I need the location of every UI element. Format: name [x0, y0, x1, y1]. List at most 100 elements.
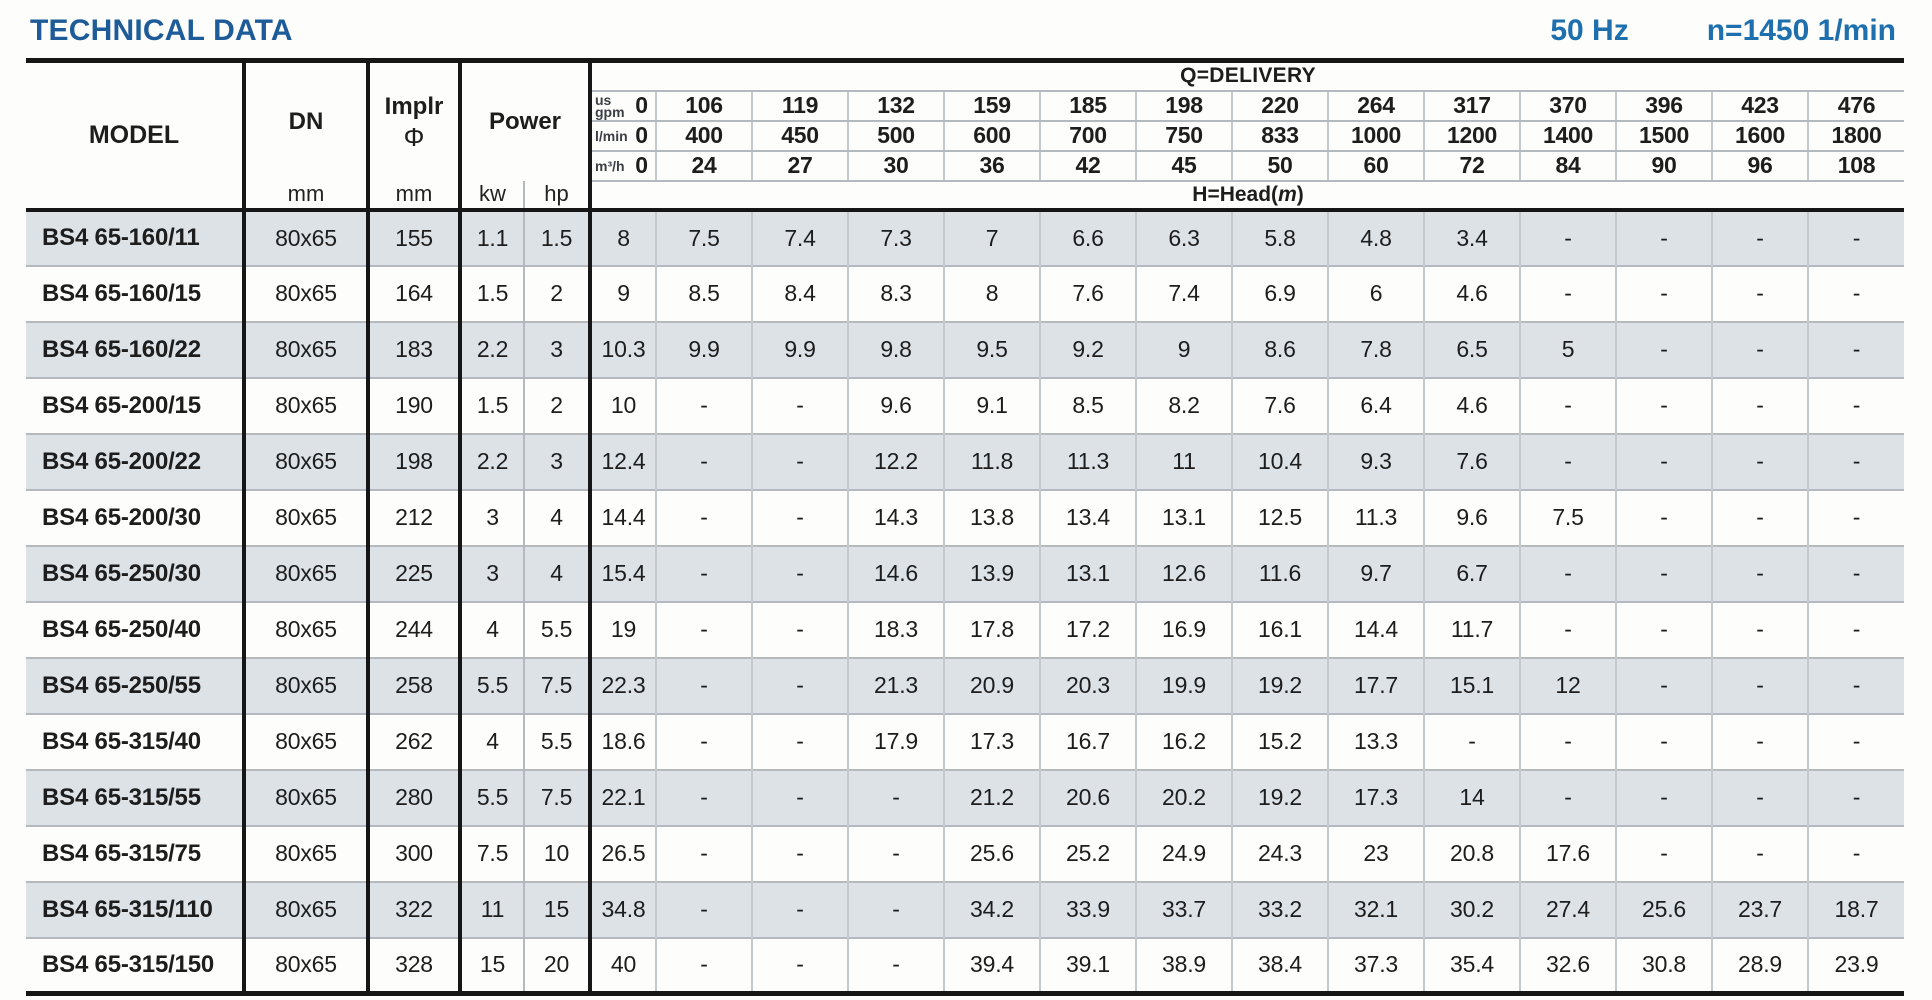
head-value-cell: 23.7 [1712, 880, 1809, 938]
head-value-cell: 39.1 [1040, 936, 1137, 994]
dn-cell: 80x65 [244, 936, 370, 994]
flow-value-cell: 423 [1712, 90, 1809, 122]
dn-cell: 80x65 [244, 824, 370, 882]
head-value-cell: 7.6 [1232, 376, 1329, 434]
head-value-cell: - [1808, 768, 1905, 826]
flow-value-cell: 1400 [1520, 120, 1617, 152]
head-value-cell: 19.9 [1136, 656, 1233, 714]
head-value-cell: 9.5 [944, 320, 1041, 378]
head-value-cell: 7.4 [1136, 264, 1233, 322]
lmin-zero-value: 0 [635, 122, 648, 148]
head-value-cell: 6.7 [1424, 544, 1521, 602]
head-value-cell: - [848, 880, 945, 938]
head-value-cell: 7.5 [1520, 488, 1617, 546]
kw-cell: 2.2 [460, 432, 525, 490]
head-value-cell: 33.2 [1232, 880, 1329, 938]
flow-value-cell: 396 [1616, 90, 1713, 122]
head-value-cell: - [1712, 488, 1809, 546]
head-value-cell: 32.6 [1520, 936, 1617, 994]
head-value-cell: - [752, 824, 849, 882]
flow-value-cell: 119 [752, 90, 849, 122]
kw-cell: 7.5 [460, 824, 525, 882]
hp-cell: 3 [524, 320, 592, 378]
head-value-cell: 6.3 [1136, 208, 1233, 266]
implr-cell: 328 [368, 936, 462, 994]
head-value-cell: - [1808, 264, 1905, 322]
head-value-cell: 20.6 [1040, 768, 1137, 826]
lmin-label-cell: l/min 0 [590, 120, 657, 152]
head-value-cell: 13.1 [1136, 488, 1233, 546]
head-value-cell: 10.4 [1232, 432, 1329, 490]
flow-value-cell: 36 [944, 150, 1041, 182]
head-value-cell: - [1808, 320, 1905, 378]
head-value-cell: - [752, 488, 849, 546]
head-value-cell: 10 [590, 376, 657, 434]
head-value-cell: - [1616, 712, 1713, 770]
delivery-header: Q=DELIVERY [590, 60, 1905, 92]
model-cell: BS4 65-200/30 [26, 488, 246, 546]
flow-value-cell: 370 [1520, 90, 1617, 122]
head-value-cell: 16.2 [1136, 712, 1233, 770]
usgpm-unit-label: us gpm [595, 91, 625, 120]
head-value-cell: - [1520, 376, 1617, 434]
head-value-cell: - [1520, 768, 1617, 826]
head-value-cell: 4.6 [1424, 376, 1521, 434]
flow-value-cell: 1500 [1616, 120, 1713, 152]
head-value-cell: 8.2 [1136, 376, 1233, 434]
implr-cell: 258 [368, 656, 462, 714]
implr-cell: 300 [368, 824, 462, 882]
dn-cell: 80x65 [244, 488, 370, 546]
head-value-cell: 16.7 [1040, 712, 1137, 770]
spec-labels: 50 Hz n=1450 1/min [1550, 14, 1902, 48]
kw-cell: 5.5 [460, 656, 525, 714]
dn-cell: 80x65 [244, 768, 370, 826]
head-value-cell: - [752, 880, 849, 938]
head-value-cell: 8 [944, 264, 1041, 322]
head-value-cell: 9.9 [656, 320, 753, 378]
head-value-cell: - [1616, 320, 1713, 378]
head-value-cell: - [752, 432, 849, 490]
page-header: TECHNICAL DATA 50 Hz n=1450 1/min [26, 8, 1906, 58]
head-value-cell: 18.7 [1808, 880, 1905, 938]
head-value-cell: - [1712, 320, 1809, 378]
head-value-cell: - [752, 712, 849, 770]
flow-value-cell: 84 [1520, 150, 1617, 182]
implr-cell: 198 [368, 432, 462, 490]
head-value-cell: 17.3 [944, 712, 1041, 770]
head-value-cell: 6.5 [1424, 320, 1521, 378]
head-value-cell: 11.8 [944, 432, 1041, 490]
head-value-cell: - [1424, 712, 1521, 770]
dn-cell: 80x65 [244, 656, 370, 714]
technical-data-table: MODEL DN Implr Φ Power Q=DELIVERY us gpm… [26, 58, 1905, 996]
head-value-cell: 19.2 [1232, 656, 1329, 714]
table-row: BS4 65-250/40 80x65 244 4 5.5 19- -18.3 17.8 17.… [26, 600, 1905, 658]
head-value-cell: - [1520, 600, 1617, 658]
head-value-cell: 14.3 [848, 488, 945, 546]
head-value-cell: 7 [944, 208, 1041, 266]
speed-label: n=1450 1/min [1706, 14, 1896, 47]
head-value-cell: 10.3 [590, 320, 657, 378]
table-row: BS4 65-160/15 80x65 164 1.5 2 9 8.5 8.4 8.3 8 7.6 7… [26, 264, 1905, 322]
hp-cell: 2 [524, 264, 592, 322]
head-value-cell: 14.4 [1328, 600, 1425, 658]
head-value-cell: 11 [1136, 432, 1233, 490]
head-value-cell: - [848, 768, 945, 826]
head-value-cell: 37.3 [1328, 936, 1425, 994]
head-value-cell: 9.7 [1328, 544, 1425, 602]
head-value-cell: - [1712, 376, 1809, 434]
implr-cell: 225 [368, 544, 462, 602]
table-row: BS4 65-315/40 80x65 262 4 5.5 18.6- -17.9 17.3 1… [26, 712, 1905, 770]
table-header: MODEL DN Implr Φ Power Q=DELIVERY us gpm… [26, 60, 1905, 210]
head-value-cell: 35.4 [1424, 936, 1521, 994]
head-value-cell: - [1808, 712, 1905, 770]
head-value-cell: 33.7 [1136, 880, 1233, 938]
head-value-cell: 8 [590, 208, 657, 266]
flow-value-cell: 30 [848, 150, 945, 182]
hp-cell: 15 [524, 880, 592, 938]
head-value-cell: 17.3 [1328, 768, 1425, 826]
flow-value-cell: 159 [944, 90, 1041, 122]
head-value-cell: - [1808, 432, 1905, 490]
head-value-cell: 8.3 [848, 264, 945, 322]
head-value-cell: 24.3 [1232, 824, 1329, 882]
head-value-cell: 30.8 [1616, 936, 1713, 994]
